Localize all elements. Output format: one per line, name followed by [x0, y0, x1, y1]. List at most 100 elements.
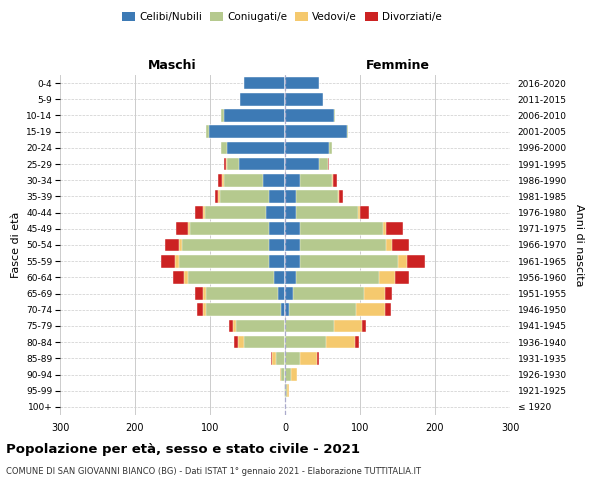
- Bar: [285, 126, 348, 138]
- Bar: [285, 142, 332, 154]
- Bar: [221, 109, 285, 122]
- Bar: [285, 109, 335, 122]
- Bar: [184, 271, 285, 283]
- Bar: [285, 206, 296, 219]
- Bar: [285, 336, 355, 348]
- Bar: [277, 288, 285, 300]
- Bar: [284, 384, 285, 397]
- Bar: [285, 255, 398, 268]
- Bar: [182, 238, 285, 252]
- Bar: [285, 384, 289, 397]
- Legend: Celibi/Nubili, Coniugati/e, Vedovi/e, Divorziati/e: Celibi/Nubili, Coniugati/e, Vedovi/e, Di…: [118, 8, 446, 26]
- Bar: [240, 93, 285, 106]
- Bar: [197, 304, 285, 316]
- Bar: [206, 126, 285, 138]
- Bar: [269, 190, 285, 202]
- Bar: [285, 320, 362, 332]
- Bar: [285, 288, 293, 300]
- Bar: [285, 336, 359, 348]
- Bar: [285, 142, 329, 154]
- Bar: [285, 174, 337, 186]
- Bar: [222, 174, 285, 186]
- Bar: [206, 126, 285, 138]
- Bar: [281, 304, 285, 316]
- Bar: [285, 238, 392, 252]
- Bar: [226, 158, 285, 170]
- Text: Maschi: Maschi: [148, 59, 197, 72]
- Bar: [220, 190, 285, 202]
- Bar: [285, 190, 343, 202]
- Bar: [240, 93, 285, 106]
- Bar: [285, 352, 317, 364]
- Bar: [285, 174, 300, 186]
- Bar: [285, 288, 385, 300]
- Bar: [221, 109, 285, 122]
- Bar: [285, 158, 329, 170]
- Bar: [187, 271, 285, 283]
- Bar: [190, 222, 285, 235]
- Bar: [285, 288, 364, 300]
- Bar: [221, 142, 285, 154]
- Bar: [239, 158, 285, 170]
- Bar: [285, 238, 300, 252]
- Bar: [285, 255, 300, 268]
- Bar: [285, 255, 407, 268]
- Bar: [285, 206, 358, 219]
- Bar: [195, 288, 285, 300]
- Bar: [285, 190, 337, 202]
- Bar: [221, 142, 285, 154]
- Bar: [179, 255, 285, 268]
- Bar: [229, 320, 285, 332]
- Bar: [285, 222, 383, 235]
- Bar: [285, 304, 356, 316]
- Bar: [244, 77, 285, 90]
- Bar: [221, 109, 285, 122]
- Bar: [203, 288, 285, 300]
- Bar: [236, 320, 285, 332]
- Bar: [285, 271, 395, 283]
- Bar: [285, 190, 296, 202]
- Bar: [218, 174, 285, 186]
- Bar: [285, 288, 392, 300]
- Bar: [244, 77, 285, 90]
- Bar: [285, 142, 332, 154]
- Bar: [218, 190, 285, 202]
- Bar: [285, 336, 326, 348]
- Bar: [223, 174, 285, 186]
- Bar: [285, 222, 386, 235]
- Bar: [280, 368, 285, 381]
- Bar: [276, 352, 285, 364]
- Bar: [206, 126, 285, 138]
- Bar: [203, 304, 285, 316]
- Bar: [285, 352, 300, 364]
- Bar: [285, 190, 339, 202]
- Bar: [284, 384, 285, 397]
- Bar: [272, 352, 285, 364]
- Bar: [285, 126, 348, 138]
- Bar: [240, 93, 285, 106]
- Bar: [285, 255, 425, 268]
- Bar: [285, 77, 319, 90]
- Bar: [285, 271, 379, 283]
- Bar: [285, 352, 319, 364]
- Bar: [285, 206, 360, 219]
- Y-axis label: Fasce di età: Fasce di età: [11, 212, 20, 278]
- Bar: [285, 368, 291, 381]
- Bar: [285, 304, 391, 316]
- Bar: [224, 158, 285, 170]
- Bar: [285, 77, 319, 90]
- Bar: [285, 77, 319, 90]
- Bar: [285, 93, 323, 106]
- Bar: [173, 271, 285, 283]
- Bar: [285, 304, 385, 316]
- Bar: [203, 206, 285, 219]
- Bar: [285, 109, 335, 122]
- Bar: [285, 304, 289, 316]
- Bar: [176, 222, 285, 235]
- Bar: [285, 109, 335, 122]
- Bar: [206, 304, 285, 316]
- Bar: [285, 320, 366, 332]
- Bar: [263, 174, 285, 186]
- Bar: [285, 174, 331, 186]
- Bar: [285, 238, 386, 252]
